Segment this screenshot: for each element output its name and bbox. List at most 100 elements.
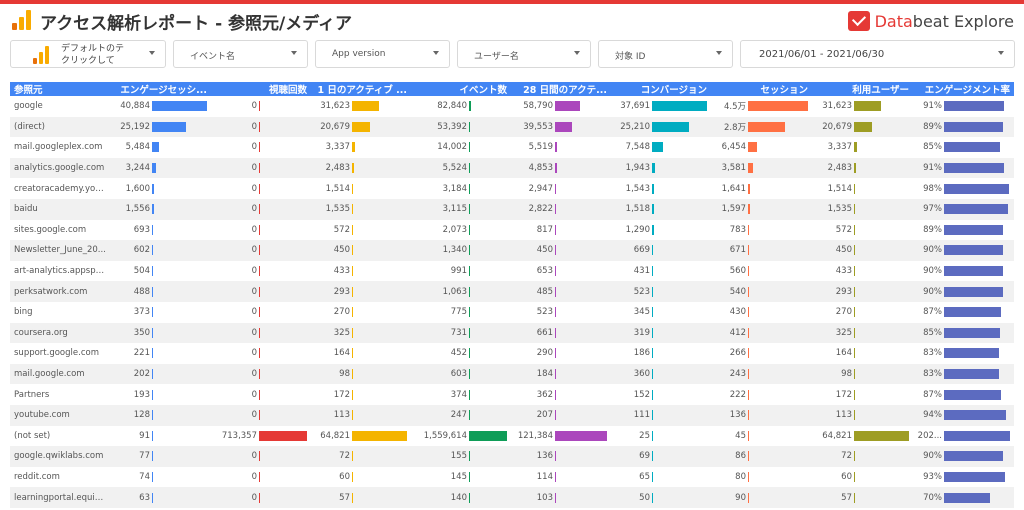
table-row[interactable]: mail.googleplex.com 5,484 0 3,337 14,002 5,51…	[10, 137, 1014, 158]
table-row[interactable]: baidu 1,556 0 1,535 3,115 2,822 1,518 1,597 1,53…	[10, 198, 1014, 220]
metric-value: 155	[450, 451, 467, 462]
source-cell[interactable]: Newsletter_June_20...	[14, 245, 106, 256]
metric-cell: 121,384	[511, 426, 611, 447]
column-header[interactable]: セッション	[711, 82, 812, 96]
metric-cell: 671	[711, 240, 812, 261]
metric-cell: 433	[812, 261, 913, 282]
column-header[interactable]: 視聴回数	[211, 82, 311, 96]
source-cell[interactable]: google	[14, 101, 43, 112]
column-header[interactable]: 利用ユーザー	[812, 82, 913, 96]
metric-cell: 145	[411, 467, 511, 488]
metric-bar	[748, 204, 750, 215]
source-cell[interactable]: youtube.com	[14, 410, 70, 421]
metric-cell: 172	[812, 384, 913, 405]
metric-value: 572	[835, 224, 852, 235]
metric-cell: 2,483	[812, 158, 913, 179]
metric-cell: 90	[711, 487, 812, 508]
table-row[interactable]: (direct) 25,192 0 20,679 53,392 39,553 25,210 2…	[10, 116, 1014, 138]
metric-cell: 1,340	[411, 240, 511, 261]
table-row[interactable]: bing 373 0 270 775 523 345 430 270 87%	[10, 302, 1014, 323]
source-cell[interactable]: support.google.com	[14, 348, 99, 359]
source-cell[interactable]: coursera.org	[14, 327, 68, 338]
table-row[interactable]: Partners 193 0 172 374 362 152 222 172 87%	[10, 384, 1014, 405]
metric-value: 90%	[923, 451, 942, 462]
metric-bar	[152, 101, 207, 112]
metric-bar	[469, 327, 470, 338]
metric-cell: 50	[611, 487, 711, 508]
table-row[interactable]: coursera.org 350 0 325 731 661 319 412 325 85%	[10, 322, 1014, 344]
metric-cell: 523	[511, 302, 611, 323]
metric-cell: 0	[211, 261, 311, 282]
table-row[interactable]: support.google.com 221 0 164 452 290 186 266 164…	[10, 343, 1014, 364]
column-header[interactable]: 1 日のアクティブ ...	[311, 82, 411, 96]
metric-cell: 20,679	[311, 117, 411, 138]
source-cell[interactable]: Partners	[14, 389, 50, 400]
metric-value: 90%	[923, 245, 942, 256]
chevron-down-icon	[998, 51, 1004, 55]
table-row[interactable]: sites.google.com 693 0 572 2,073 817 1,290 783 5…	[10, 220, 1014, 241]
metric-cell: 247	[411, 405, 511, 426]
source-cell[interactable]: reddit.com	[14, 471, 60, 482]
metric-cell: 0	[211, 467, 311, 488]
metric-cell: 1,514	[812, 178, 913, 199]
source-cell[interactable]: (direct)	[14, 121, 45, 132]
source-cell[interactable]: (not set)	[14, 430, 51, 441]
metric-bar	[854, 204, 855, 215]
metric-cell: 0	[211, 158, 311, 179]
source-cell[interactable]: sites.google.com	[14, 224, 87, 235]
table-row[interactable]: reddit.com 74 0 60 145 114 65 80 60 93%	[10, 467, 1014, 488]
source-cell[interactable]: learningportal.equine...	[14, 492, 111, 503]
table-row[interactable]: creatoracademy.yout... 1,600 0 1,514 3,184 2,…	[10, 178, 1014, 199]
metric-cell: 85%	[913, 323, 1014, 344]
metric-bar	[352, 492, 353, 503]
metric-value: 247	[450, 410, 467, 421]
metric-cell: 0	[211, 178, 311, 199]
column-header[interactable]: エンゲージセッシ...	[111, 82, 211, 96]
metric-bar	[259, 266, 260, 277]
table-row[interactable]: google.qwiklabs.com 77 0 72 155 136 69 86 72 90%	[10, 446, 1014, 467]
table-row[interactable]: google 40,884 0 31,623 82,840 58,790 37,691 4.5…	[10, 96, 1014, 117]
metric-cell: 1,556	[111, 199, 211, 220]
user-name-filter[interactable]: ユーザー名	[457, 40, 591, 68]
app-version-filter[interactable]: App version	[315, 40, 450, 68]
column-header[interactable]: 参照元	[10, 82, 111, 96]
table-row[interactable]: (not set) 91 713,357 64,821 1,559,614 121,384…	[10, 426, 1014, 447]
metric-value: 222	[729, 389, 746, 400]
metric-cell: 89%	[913, 220, 1014, 241]
column-header[interactable]: 28 日間のアクテ...	[511, 82, 611, 96]
table-row[interactable]: youtube.com 128 0 113 247 207 111 136 113 94%	[10, 404, 1014, 426]
column-header[interactable]: コンバージョン	[611, 82, 711, 96]
source-cell[interactable]: bing	[14, 307, 33, 318]
source-cell[interactable]: baidu	[14, 204, 38, 215]
date-range-picker[interactable]: 2021/06/01 - 2021/06/30	[740, 40, 1015, 68]
source-cell[interactable]: mail.google.com	[14, 369, 85, 380]
table-row[interactable]: learningportal.equine... 63 0 57 140 103 50 90 5…	[10, 487, 1014, 508]
source-cell[interactable]: analytics.google.com	[14, 163, 105, 174]
table-row[interactable]: perksatwork.com 488 0 293 1,063 485 523 540 293 9…	[10, 281, 1014, 302]
source-cell[interactable]: mail.googleplex.com	[14, 142, 103, 153]
column-header[interactable]: エンゲージメント率	[913, 82, 1014, 96]
metric-value: 290	[536, 348, 553, 359]
metric-cell: 603	[411, 364, 511, 385]
target-id-filter[interactable]: 対象 ID	[598, 40, 733, 68]
metric-bar	[854, 121, 872, 132]
source-cell[interactable]: art-analytics.appspot...	[14, 266, 111, 277]
table-row[interactable]: mail.google.com 202 0 98 603 184 360 243 98 83%	[10, 363, 1014, 385]
metric-bar	[555, 307, 556, 318]
metric-cell: 91	[111, 426, 211, 447]
column-header[interactable]: イベント数	[411, 82, 511, 96]
table-row[interactable]: analytics.google.com 3,244 0 2,483 5,524 4,85…	[10, 157, 1014, 179]
source-cell[interactable]: google.qwiklabs.com	[14, 451, 104, 462]
metric-bar	[944, 471, 1005, 482]
table-row[interactable]: art-analytics.appspot... 504 0 433 991 653 431…	[10, 261, 1014, 282]
source-cell[interactable]: creatoracademy.yout...	[14, 183, 111, 194]
metric-cell: 0	[211, 384, 311, 405]
event-name-filter[interactable]: イベント名	[173, 40, 308, 68]
metric-bar	[748, 348, 749, 359]
default-filter-dropdown[interactable]: デフォルトのテ クリックして	[10, 40, 166, 68]
metric-value: 523	[536, 307, 553, 318]
metric-bar	[652, 471, 653, 482]
source-cell[interactable]: perksatwork.com	[14, 286, 88, 297]
table-row[interactable]: Newsletter_June_20... 602 0 450 1,340 450 669 6…	[10, 240, 1014, 261]
metric-cell: 85%	[913, 137, 1014, 158]
